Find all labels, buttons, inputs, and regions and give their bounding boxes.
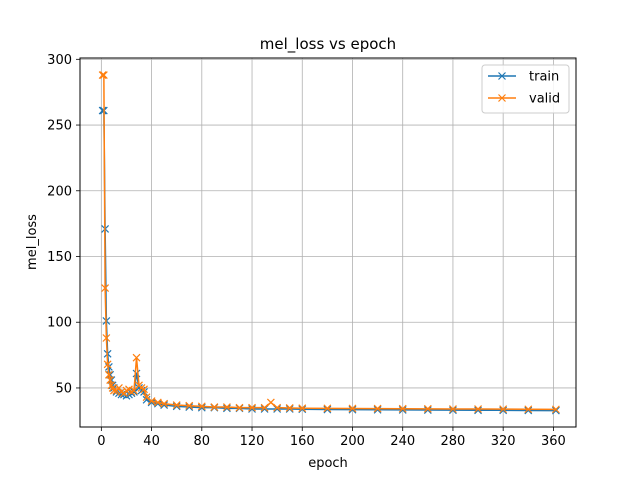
x-axis-label: epoch: [308, 456, 348, 471]
data-point-valid: [551, 405, 560, 414]
data-point-train: [398, 405, 407, 414]
data-point-train: [373, 405, 382, 414]
legend: train valid: [481, 64, 570, 114]
data-point-train: [524, 406, 533, 415]
data-point-valid: [524, 405, 533, 414]
data-point-train: [142, 395, 151, 404]
data-point-valid: [248, 403, 256, 412]
y-tick-label: 300: [47, 53, 72, 68]
data-point-valid: [298, 404, 307, 413]
data-point-valid: [172, 401, 181, 409]
data-point-train: [248, 405, 256, 413]
series-layer: [98, 71, 560, 415]
axis-ticks: 0 40 80 120 160 200 240 280 320 360 50 100 150 200 250…: [47, 53, 566, 449]
data-point-valid: [99, 71, 108, 80]
data-point-valid: [423, 404, 432, 413]
x-tick-label: 0: [97, 434, 105, 449]
data-point-valid: [260, 403, 269, 412]
data-point-train: [285, 405, 294, 413]
data-point-valid: [185, 401, 194, 410]
plot-area-frame: [79, 57, 577, 428]
data-point-valid: [323, 404, 332, 413]
legend-label-valid: valid: [529, 92, 560, 107]
data-point-valid: [348, 404, 357, 413]
data-point-train: [172, 402, 181, 411]
y-tick-label: 100: [47, 316, 72, 331]
x-tick-label: 320: [491, 434, 516, 449]
y-axis-label: mel_loss: [25, 214, 40, 270]
data-point-valid: [474, 405, 482, 413]
data-point-valid: [266, 398, 275, 407]
series-line-train: [102, 109, 556, 412]
data-point-train: [551, 406, 560, 415]
data-point-train: [499, 406, 508, 415]
x-tick-label: 40: [143, 434, 160, 449]
legend-marker-valid: [498, 94, 506, 102]
x-tick-label: 280: [441, 434, 466, 449]
data-point-valid: [273, 403, 282, 412]
data-point-train: [98, 106, 107, 115]
data-point-train: [449, 406, 457, 415]
x-tick-label: 80: [194, 434, 211, 449]
x-tick-label: 120: [240, 434, 265, 449]
data-point-valid: [101, 284, 110, 292]
data-point-valid: [103, 360, 112, 369]
data-point-valid: [197, 402, 206, 411]
data-point-train: [323, 405, 332, 414]
data-point-valid: [210, 403, 219, 411]
data-point-valid: [235, 403, 244, 412]
data-point-train: [222, 404, 231, 413]
y-tick-label: 200: [47, 184, 72, 199]
x-tick-label: 240: [390, 434, 415, 449]
y-tick-label: 150: [47, 250, 72, 265]
data-point-valid: [222, 403, 231, 411]
legend-label-train: train: [529, 70, 559, 85]
data-point-valid: [499, 405, 508, 414]
data-point-valid: [102, 334, 111, 342]
y-tick-label: 50: [55, 381, 72, 396]
data-point-train: [423, 406, 432, 414]
data-point-valid: [142, 393, 151, 402]
data-point-valid: [98, 71, 107, 80]
x-tick-label: 200: [340, 434, 365, 449]
legend-marker-train: [498, 72, 506, 80]
data-point-valid: [160, 399, 169, 408]
data-point-valid: [449, 405, 457, 413]
y-tick-label: 250: [47, 119, 72, 134]
data-point-train: [298, 405, 307, 414]
data-point-valid: [132, 353, 141, 362]
data-point-train: [185, 403, 194, 411]
data-point-valid: [109, 386, 118, 395]
series-train: [98, 106, 560, 415]
data-point-valid: [285, 404, 294, 412]
data-point-valid: [373, 404, 382, 413]
grid-lines: [80, 58, 576, 427]
data-point-train: [197, 403, 206, 412]
series-valid: [98, 71, 560, 414]
data-point-train: [130, 387, 138, 396]
chart-title: mel_loss vs epoch: [260, 35, 396, 54]
data-point-train: [474, 406, 482, 415]
data-point-train: [348, 405, 357, 414]
data-point-valid: [140, 385, 148, 394]
data-point-valid: [147, 397, 156, 406]
x-tick-label: 360: [541, 434, 566, 449]
data-point-valid: [398, 404, 407, 413]
data-point-valid: [153, 398, 162, 407]
x-tick-label: 160: [290, 434, 315, 449]
